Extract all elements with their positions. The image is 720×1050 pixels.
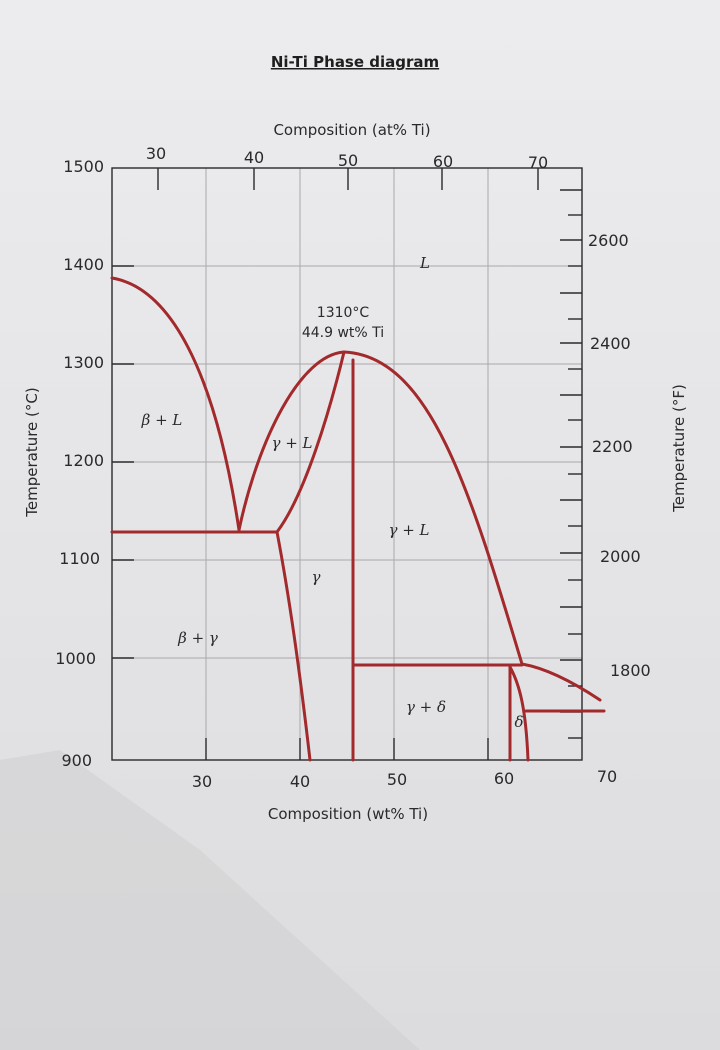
region-gamma-delta: γ + δ — [406, 698, 446, 716]
phase-boundaries — [110, 276, 606, 762]
gamma-left-solvus — [275, 530, 312, 762]
region-delta: δ — [514, 713, 523, 731]
left-tick-1500: 1500 — [63, 157, 104, 176]
top-tick-30: 30 — [146, 144, 166, 163]
bottom-tick-40: 40 — [290, 772, 310, 791]
region-liquid: L — [419, 254, 430, 272]
right-tick-2400: 2400 — [590, 334, 631, 353]
diagram-title: Ni-Ti Phase diagram — [271, 53, 439, 71]
left-tick-1300: 1300 — [63, 353, 104, 372]
top-tick-50: 50 — [338, 151, 358, 170]
region-beta-gamma: β + γ — [177, 629, 218, 647]
plot-frame — [111, 167, 583, 761]
left-tick-1000: 1000 — [55, 649, 96, 668]
right-tick-2200: 2200 — [592, 437, 633, 456]
top-tick-60: 60 — [433, 152, 453, 171]
grid — [112, 168, 582, 760]
bottom-tick-50: 50 — [387, 770, 407, 789]
liquidus-left-curve — [110, 276, 241, 532]
right-axis-title: Temperature (°F) — [670, 384, 688, 513]
region-beta-l: β + L — [141, 411, 183, 429]
bottom-tick-60: 60 — [494, 769, 514, 788]
solidus-gamma-left-curve — [275, 350, 346, 534]
region-gamma: γ — [312, 568, 321, 586]
left-tick-1200: 1200 — [63, 451, 104, 470]
liquidus-gamma-left-curve — [237, 350, 346, 532]
delta-liquidus-curve — [520, 662, 602, 702]
top-tick-40: 40 — [244, 148, 264, 167]
left-tick-900: 900 — [61, 751, 92, 770]
bottom-tick-30: 30 — [192, 772, 212, 791]
bottom-tick-marks — [205, 738, 489, 760]
bottom-axis-title: Composition (wt% Ti) — [268, 805, 428, 823]
right-tick-marks — [560, 189, 582, 739]
left-axis-title: Temperature (°C) — [23, 387, 41, 517]
top-tick-70: 70 — [528, 153, 548, 172]
left-tick-1400: 1400 — [63, 255, 104, 274]
liquidus-right-curve — [342, 350, 524, 666]
right-tick-2000: 2000 — [600, 547, 641, 566]
left-tick-1100: 1100 — [59, 549, 100, 568]
left-tick-marks — [112, 265, 134, 659]
annotation-composition: 44.9 wt% Ti — [302, 325, 384, 341]
top-axis-title: Composition (at% Ti) — [273, 121, 430, 139]
right-tick-1800: 1800 — [610, 661, 651, 680]
annotation-temperature: 1310°C — [317, 305, 370, 321]
top-tick-marks — [157, 168, 539, 190]
region-gamma-l-left: γ + L — [271, 434, 312, 452]
delta-right-boundary — [508, 665, 530, 762]
region-gamma-l-right: γ + L — [388, 521, 429, 539]
bottom-tick-70: 70 — [597, 767, 617, 786]
right-tick-2600: 2600 — [588, 231, 629, 250]
